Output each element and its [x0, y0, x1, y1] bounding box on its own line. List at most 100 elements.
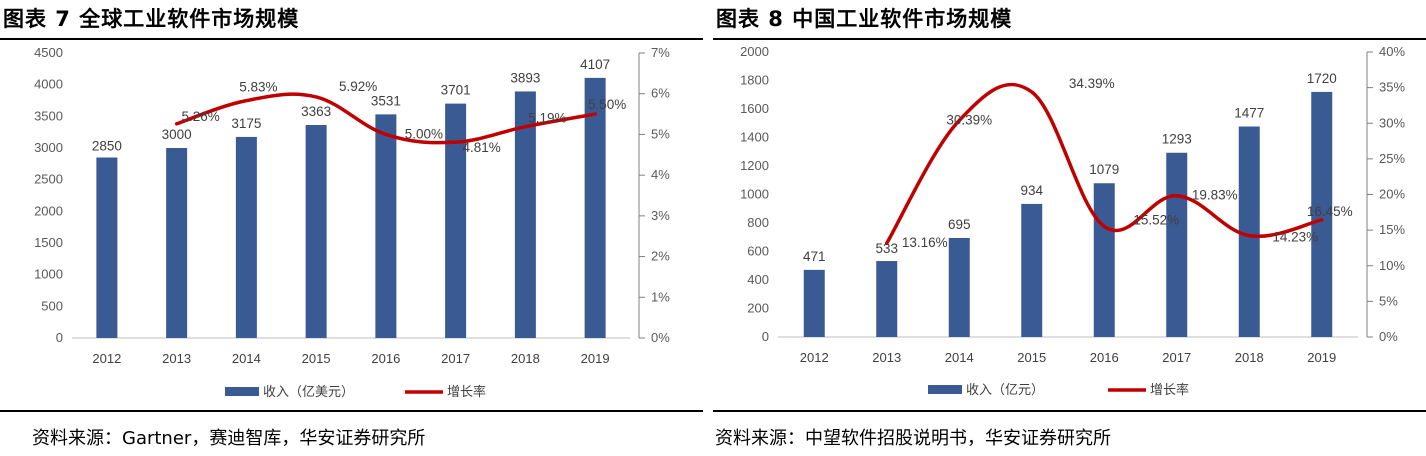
y-tick-label: 0	[56, 330, 63, 345]
growth-rate-label: 34.39%	[1069, 76, 1115, 91]
y-tick-label: 1400	[740, 130, 769, 145]
x-tick-label: 2017	[1162, 350, 1191, 365]
growth-rate-label: 5.50%	[588, 97, 626, 112]
growth-rate-line	[885, 82, 1324, 245]
legend-label-revenue: 收入（亿美元）	[263, 385, 354, 400]
bar-value-label: 3000	[162, 127, 192, 142]
x-tick-label: 2013	[162, 351, 191, 366]
legend-swatch-bar	[928, 385, 962, 394]
growth-rate-label: 16.45%	[1307, 204, 1353, 219]
x-tick-label: 2018	[511, 351, 540, 366]
y-tick-label: 3000	[34, 140, 63, 155]
bar-value-label: 1720	[1307, 71, 1337, 86]
bar	[235, 136, 257, 338]
bar	[375, 114, 397, 339]
y-tick-label: 400	[747, 272, 769, 287]
growth-rate-label: 5.26%	[181, 109, 219, 124]
y2-tick-label: 40%	[1379, 44, 1405, 59]
global-market-chart: 0 500 1000 1500 2000 2500 3000 3500 4000 4500 0% 1%…	[34, 45, 670, 400]
bar	[514, 91, 536, 338]
bar-value-label: 1293	[1162, 132, 1192, 147]
bar	[803, 269, 825, 337]
chart-title: 图表 7 全球工业软件市场规模	[3, 7, 300, 31]
y-tick-label: 1800	[740, 73, 769, 88]
source-rule	[713, 410, 1426, 412]
bar	[876, 261, 898, 337]
bar-value-label: 3363	[301, 104, 331, 119]
x-tick-label: 2014	[945, 350, 974, 365]
bar	[948, 237, 970, 337]
y-tick-label: 0	[762, 329, 769, 344]
title-rule	[713, 38, 1426, 40]
y-tick-label: 2000	[740, 44, 769, 59]
bar-value-label: 4107	[580, 57, 610, 72]
growth-rate-label: 4.81%	[462, 140, 500, 155]
legend-label-revenue: 收入（亿元）	[966, 383, 1044, 398]
bar	[96, 157, 118, 338]
x-tick-label: 2013	[872, 350, 901, 365]
x-tick-label: 2017	[441, 351, 470, 366]
y2-tick-label: 0%	[651, 330, 670, 345]
x-tick-label: 2012	[92, 351, 121, 366]
y2-tick-label: 7%	[651, 45, 670, 60]
growth-rate-label: 5.00%	[405, 126, 443, 141]
x-tick-label: 2016	[1090, 350, 1119, 365]
y-tick-label: 1000	[740, 187, 769, 202]
y-tick-label: 500	[41, 298, 63, 313]
bar-value-label: 471	[803, 249, 826, 264]
y2-tick-label: 35%	[1379, 80, 1405, 95]
source-rule	[0, 410, 703, 412]
y2-tick-label: 0%	[1379, 329, 1398, 344]
y2-tick-label: 5%	[1379, 293, 1398, 308]
y2-tick-label: 6%	[651, 86, 670, 101]
y-tick-label: 800	[747, 215, 769, 230]
bar	[1166, 152, 1188, 337]
bar	[166, 148, 188, 338]
bar-value-label: 695	[948, 217, 971, 232]
source-note: 资料来源：Gartner，赛迪智库，华安证券研究所	[32, 428, 426, 449]
source-note: 资料来源：中望软件招股说明书，华安证券研究所	[715, 428, 1111, 449]
y2-tick-label: 5%	[651, 126, 670, 141]
y2-tick-label: 4%	[651, 167, 670, 182]
chart-panel-global: 图表 7 全球工业软件市场规模 0 500 1000 1500 2000 2500 3000…	[0, 0, 703, 456]
bar-value-label: 1477	[1234, 106, 1264, 121]
y2-tick-label: 25%	[1379, 151, 1405, 166]
growth-rate-line	[174, 92, 597, 145]
y2-tick-label: 30%	[1379, 115, 1405, 130]
y2-tick-label: 10%	[1379, 258, 1405, 273]
y-tick-label: 600	[747, 244, 769, 259]
y-tick-label: 200	[747, 301, 769, 316]
y-tick-label: 3500	[34, 108, 63, 123]
chart-title: 图表 8 中国工业软件市场规模	[716, 7, 1013, 31]
x-tick-label: 2014	[232, 351, 261, 366]
legend-label-growth: 增长率	[1150, 382, 1189, 398]
bar-value-label: 533	[875, 241, 898, 256]
bar-value-label: 3701	[441, 83, 471, 98]
chart-panel-china: 图表 8 中国工业软件市场规模 0 200 400 600 800 1000 1200 140…	[713, 0, 1426, 456]
x-tick-label: 2015	[1017, 350, 1046, 365]
x-tick-label: 2019	[1307, 350, 1336, 365]
bar-value-label: 3893	[510, 70, 540, 85]
bar-value-label: 2850	[92, 139, 122, 154]
y-tick-label: 1500	[34, 235, 63, 250]
growth-rate-label: 13.16%	[902, 235, 948, 250]
bar	[1021, 203, 1043, 337]
y-tick-label: 2000	[34, 203, 63, 218]
y2-tick-label: 3%	[651, 208, 670, 223]
y-tick-label: 4500	[34, 45, 63, 60]
x-tick-label: 2019	[581, 351, 610, 366]
china-market-chart: 0 200 400 600 800 1000 1200 1400 1600 1800 2000 0% 5…	[740, 44, 1405, 398]
bar-value-label: 1079	[1089, 162, 1119, 177]
growth-rate-label: 5.19%	[528, 111, 566, 126]
y2-tick-label: 15%	[1379, 222, 1405, 237]
x-tick-label: 2015	[302, 351, 331, 366]
growth-rate-label: 14.23%	[1272, 230, 1318, 245]
growth-rate-label: 15.52%	[1133, 212, 1179, 227]
growth-rate-label: 5.83%	[239, 80, 277, 95]
x-tick-label: 2016	[371, 351, 400, 366]
bar	[1093, 183, 1115, 337]
bar	[584, 77, 606, 338]
x-tick-label: 2012	[800, 350, 829, 365]
bar-value-label: 934	[1020, 183, 1043, 198]
legend-label-growth: 增长率	[447, 384, 486, 400]
